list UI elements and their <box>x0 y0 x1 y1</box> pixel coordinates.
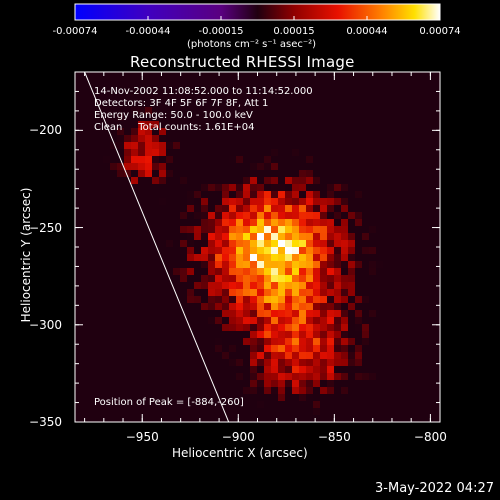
y-tick-label: −200 <box>29 123 62 138</box>
heatmap-image <box>75 72 440 422</box>
x-tick-label: −800 <box>413 430 447 444</box>
colorbar-tick-label: 0.00015 <box>273 26 315 37</box>
colorbar <box>74 3 441 21</box>
annotation-time: 14-Nov-2002 11:08:52.000 to 11:14:52.000 <box>94 86 313 97</box>
colorbar-ticks <box>74 16 441 20</box>
colorbar-tick-label: 0.00074 <box>419 26 461 37</box>
colorbar-tick-label: -0.00015 <box>198 26 244 37</box>
colorbar-tick-label: 0.00044 <box>346 26 388 37</box>
x-tick-label: −900 <box>221 430 255 444</box>
annotation-energy: Energy Range: 50.0 - 100.0 keV <box>94 110 253 121</box>
limb-line <box>84 72 230 422</box>
annotation-peak: Position of Peak = [-884,-260] <box>94 397 244 408</box>
chart-title: Reconstructed RHESSI Image <box>130 53 355 71</box>
y-tick-label: −350 <box>29 415 62 429</box>
y-axis-label: Heliocentric Y (arcsec) <box>19 187 33 323</box>
y-tick-label: −300 <box>29 317 62 332</box>
y-tick-label: −250 <box>29 220 62 235</box>
annotation-detectors: Detectors: 3F 4F 5F 6F 7F 8F, Att 1 <box>94 98 269 109</box>
x-tick-label: −950 <box>125 430 159 444</box>
timestamp: 3-May-2022 04:27 <box>375 481 494 496</box>
x-axis-label: Heliocentric X (arcsec) <box>172 446 308 460</box>
x-tick-label: −850 <box>317 430 351 444</box>
annotation-method: Clean Total counts: 1.61E+04 <box>94 122 255 133</box>
colorbar-unit: (photons cm⁻² s⁻¹ asec⁻²) <box>187 39 317 50</box>
colorbar-tick-label: -0.00044 <box>125 26 171 37</box>
axis-ticks <box>75 72 440 423</box>
colorbar-tick-label: -0.00074 <box>52 26 98 37</box>
